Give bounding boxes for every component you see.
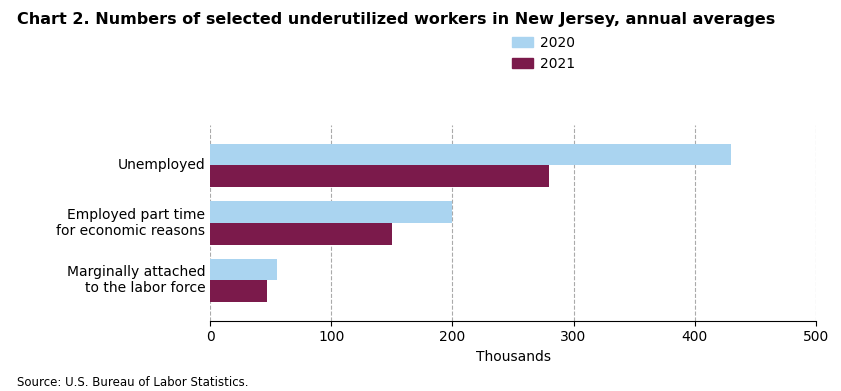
- Bar: [210, 280, 267, 302]
- Legend: 2020, 2021: 2020, 2021: [506, 30, 580, 77]
- Bar: [210, 201, 452, 223]
- Bar: [210, 165, 549, 187]
- Bar: [210, 223, 392, 245]
- Text: Chart 2. Numbers of selected underutilized workers in New Jersey, annual average: Chart 2. Numbers of selected underutiliz…: [17, 12, 775, 27]
- Text: Source: U.S. Bureau of Labor Statistics.: Source: U.S. Bureau of Labor Statistics.: [17, 376, 248, 389]
- X-axis label: Thousands: Thousands: [475, 350, 551, 364]
- Bar: [210, 258, 277, 280]
- Bar: [210, 143, 731, 165]
